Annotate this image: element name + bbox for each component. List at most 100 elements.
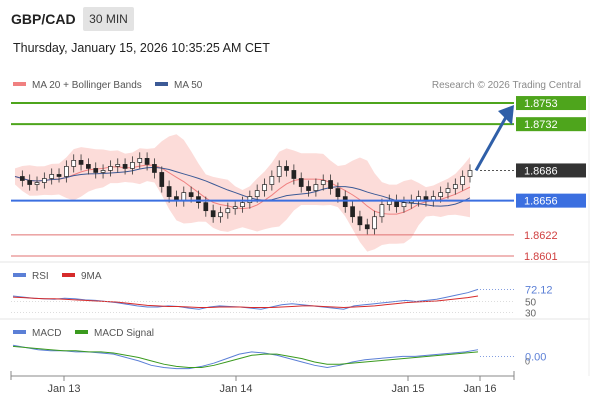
- candle-body: [115, 164, 121, 167]
- candle-body: [64, 166, 69, 177]
- candle-body: [78, 160, 84, 165]
- candle-body: [49, 174, 55, 179]
- macd-last-value: 0.00: [525, 351, 546, 363]
- candle: [108, 160, 113, 177]
- legend-rsi-ma-swatch: [62, 273, 75, 278]
- legend-macd-signal-swatch: [75, 330, 88, 335]
- candle: [328, 174, 333, 195]
- legend-ma50: MA 50: [155, 80, 202, 91]
- level-pivot-value: 1.8656: [524, 196, 558, 208]
- candle: [144, 152, 150, 171]
- candle: [379, 198, 385, 223]
- x-axis-tick-label: Jan 16: [463, 383, 496, 395]
- candle: [276, 160, 282, 183]
- legend-macd-signal: MACD Signal: [75, 328, 154, 339]
- candle: [56, 168, 62, 183]
- candle-body: [93, 168, 99, 173]
- candle-body: [166, 186, 172, 197]
- legend-macd-label: MACD: [32, 328, 62, 339]
- candle-body: [159, 172, 165, 187]
- candle-body: [144, 158, 150, 165]
- candle-body: [364, 224, 370, 230]
- candle-body: [298, 178, 304, 187]
- legend-ma50-label: MA 50: [174, 80, 203, 91]
- x-axis-tick-label: Jan 13: [47, 383, 80, 395]
- candle: [225, 202, 231, 219]
- candle-body: [188, 192, 194, 197]
- level-support-value: 1.8601: [524, 251, 558, 263]
- candle: [262, 178, 267, 197]
- level-resistance-tag: [516, 96, 586, 111]
- candle-body: [181, 192, 187, 201]
- rsi-tick-label: 50: [525, 298, 537, 309]
- legend-rsi-label: RSI: [32, 271, 49, 282]
- candle: [232, 200, 238, 215]
- candle: [122, 158, 128, 175]
- candle: [401, 196, 407, 213]
- candle: [49, 168, 55, 185]
- candle: [86, 158, 91, 175]
- pair-title: GBP/CAD: [11, 11, 76, 27]
- candle: [19, 170, 25, 187]
- source-credit: Research © 2026 Trading Central: [431, 80, 581, 91]
- level-support-value: 1.8622: [524, 230, 558, 242]
- legend-rsi-ma: 9MA: [62, 271, 102, 282]
- candle: [64, 160, 69, 183]
- candle-body: [276, 166, 282, 177]
- candle-body: [342, 196, 348, 208]
- candle-body: [467, 170, 473, 177]
- candle: [34, 176, 40, 191]
- candle: [130, 156, 135, 175]
- legend-macd: MACD: [13, 328, 61, 339]
- legend-ma20: MA 20 + Bollinger Bands: [13, 80, 142, 91]
- chart-datetime: Thursday, January 15, 2026 10:35:25 AM C…: [13, 41, 270, 55]
- candle-body: [27, 180, 33, 185]
- candle: [210, 204, 216, 223]
- level-resistance-tag: [516, 117, 586, 132]
- candle-body: [56, 174, 62, 177]
- x-axis-tick-label: Jan 15: [391, 383, 424, 395]
- level-current-tag: [516, 163, 586, 178]
- candle-body: [210, 210, 216, 218]
- legend-rsi-swatch: [13, 273, 26, 278]
- candle-body: [320, 180, 326, 185]
- level-pivot-tag: [516, 193, 586, 208]
- level-resistance-value: 1.8732: [524, 119, 558, 131]
- candle-body: [357, 216, 363, 226]
- candle-body: [86, 164, 91, 169]
- candle: [313, 178, 319, 197]
- candle: [42, 172, 47, 189]
- candle-body: [137, 158, 143, 163]
- candle: [100, 164, 106, 179]
- candle-body: [262, 184, 267, 191]
- candle: [166, 180, 172, 203]
- candle-body: [313, 184, 319, 191]
- candle-body: [196, 196, 201, 203]
- candle-body: [71, 160, 77, 167]
- candle: [159, 166, 165, 193]
- candle: [284, 160, 289, 177]
- candle: [247, 190, 253, 209]
- legend-ma20-label: MA 20 + Bollinger Bands: [32, 80, 142, 91]
- candle-body: [19, 176, 25, 181]
- candle: [71, 154, 77, 173]
- candle: [27, 174, 33, 191]
- timeframe-badge[interactable]: 30 MIN: [83, 7, 134, 31]
- candle-body: [100, 170, 106, 173]
- candle-body: [452, 184, 458, 189]
- candle: [306, 180, 311, 197]
- bollinger-band: [15, 134, 470, 252]
- candle: [445, 182, 451, 199]
- candle-body: [218, 212, 223, 218]
- candle: [320, 174, 326, 191]
- legend-ma50-swatch: [155, 82, 168, 87]
- candle-body: [291, 170, 297, 179]
- candle: [254, 184, 260, 203]
- candle: [357, 210, 363, 231]
- rsi-line: [12, 288, 479, 310]
- candle-body: [335, 188, 341, 197]
- candle: [364, 218, 370, 235]
- candle: [269, 170, 275, 191]
- candle-body: [372, 216, 377, 230]
